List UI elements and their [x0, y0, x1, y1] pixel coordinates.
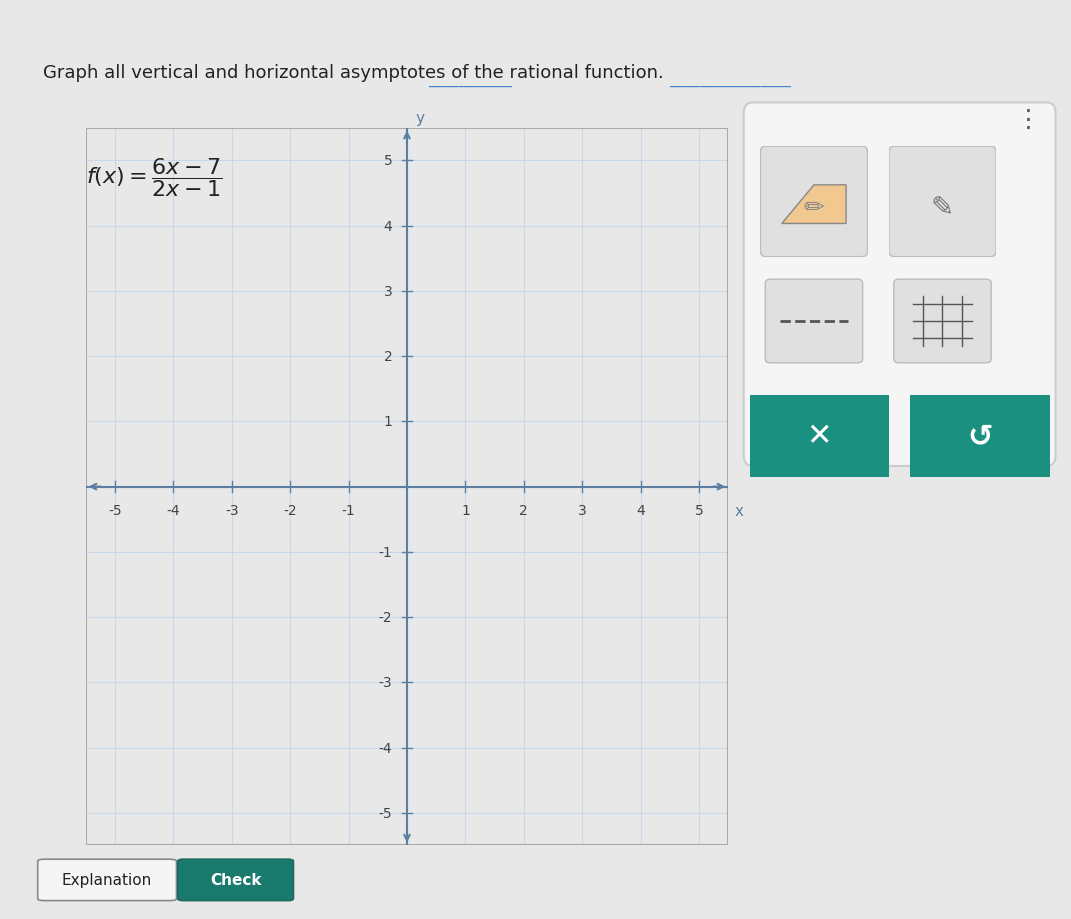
Text: -2: -2 — [379, 610, 392, 624]
Text: -1: -1 — [379, 545, 392, 560]
Text: -2: -2 — [284, 504, 297, 517]
Text: 2: 2 — [519, 504, 528, 517]
Text: ✎: ✎ — [931, 194, 954, 221]
Text: -1: -1 — [342, 504, 356, 517]
Text: Graph all vertical and horizontal asymptotes of the rational function.: Graph all vertical and horizontal asympt… — [43, 64, 664, 83]
FancyBboxPatch shape — [889, 147, 996, 257]
Text: 1: 1 — [461, 504, 470, 517]
Text: 2: 2 — [383, 350, 392, 364]
Text: ________________: ________________ — [669, 72, 791, 86]
Text: Check: Check — [210, 872, 261, 888]
Text: 3: 3 — [578, 504, 587, 517]
Text: ___________: ___________ — [428, 72, 512, 86]
FancyBboxPatch shape — [766, 280, 862, 363]
Text: 4: 4 — [383, 220, 392, 233]
Text: ✏: ✏ — [803, 196, 825, 220]
Text: -4: -4 — [379, 741, 392, 754]
Text: -3: -3 — [225, 504, 239, 517]
Text: -5: -5 — [379, 806, 392, 820]
FancyBboxPatch shape — [894, 280, 991, 363]
FancyBboxPatch shape — [760, 147, 868, 257]
Text: ✕: ✕ — [806, 422, 832, 451]
FancyBboxPatch shape — [905, 391, 1055, 482]
Text: 5: 5 — [695, 504, 704, 517]
Text: y: y — [416, 110, 425, 125]
Text: -4: -4 — [166, 504, 180, 517]
Text: ↺: ↺ — [967, 422, 993, 451]
Text: 5: 5 — [383, 154, 392, 168]
Text: Explanation: Explanation — [62, 872, 152, 888]
FancyBboxPatch shape — [743, 103, 1056, 467]
Text: 3: 3 — [383, 285, 392, 299]
Text: -5: -5 — [108, 504, 122, 517]
Polygon shape — [782, 186, 846, 224]
Text: 1: 1 — [383, 414, 392, 429]
Bar — [86, 129, 728, 845]
Text: ⋮: ⋮ — [1015, 108, 1041, 131]
Text: $f(x) = \dfrac{6x-7}{2x-1}$: $f(x) = \dfrac{6x-7}{2x-1}$ — [86, 156, 222, 199]
FancyBboxPatch shape — [178, 859, 293, 901]
FancyBboxPatch shape — [37, 859, 177, 901]
Text: x: x — [734, 504, 743, 518]
Text: 4: 4 — [636, 504, 645, 517]
Text: -3: -3 — [379, 675, 392, 689]
FancyBboxPatch shape — [744, 391, 894, 482]
